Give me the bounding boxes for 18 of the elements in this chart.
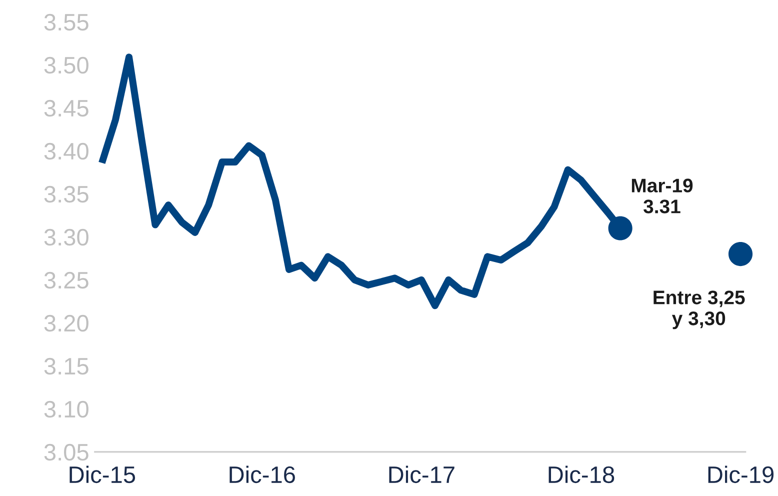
y-tick-label: 3.55 (44, 14, 88, 31)
y-tick-label: 3.50 (44, 56, 88, 74)
x-tick-label: Dic-16 (230, 466, 295, 484)
y-tick-label: 3.40 (44, 142, 88, 160)
y-tick-label: 3.30 (44, 228, 88, 246)
x-tick-label: Dic-19 (708, 466, 774, 484)
y-tick-label: 3.45 (44, 100, 88, 117)
annotation: Entre 3,25 y 3,30 (654, 290, 745, 330)
x-tick-label: Dic-15 (70, 466, 136, 484)
x-tick-label: Dic-17 (389, 466, 454, 484)
x-tick-label: Dic-18 (548, 466, 614, 484)
y-tick-label: 3.20 (44, 314, 88, 332)
y-tick-label: 3.35 (44, 186, 88, 203)
y-tick-label: 3.05 (44, 444, 88, 461)
y-tick-label: 3.25 (44, 272, 88, 289)
annotation: Mar-19 3.31 (632, 178, 693, 214)
y-tick-label: 3.15 (44, 358, 88, 375)
y-tick-label: 3.10 (44, 400, 88, 418)
